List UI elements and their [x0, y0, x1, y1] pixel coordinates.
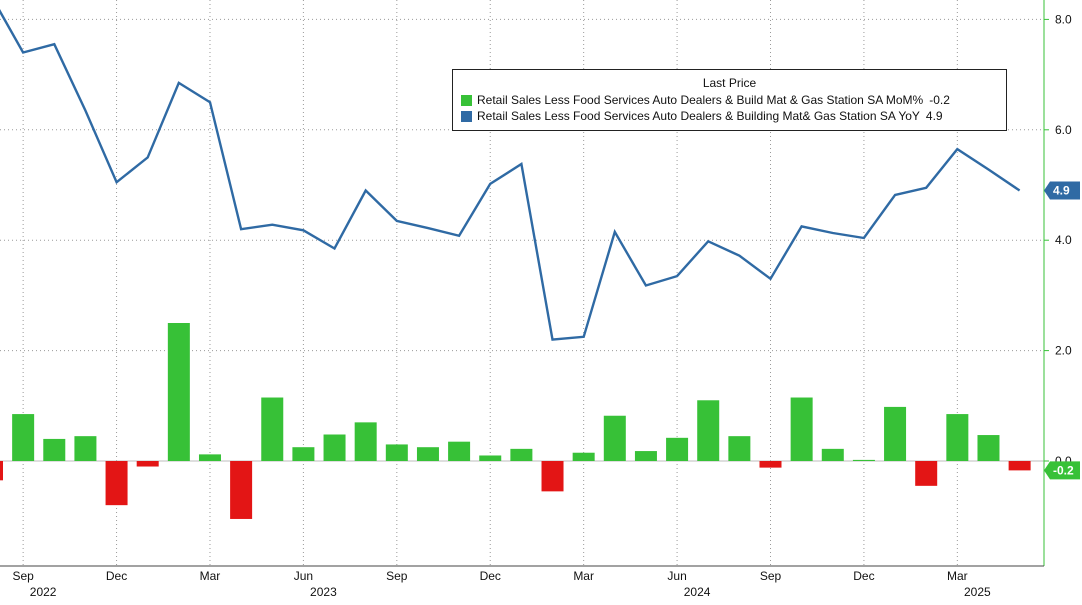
y-tick-label: 4.0: [1055, 233, 1072, 247]
bar: [915, 461, 938, 486]
bar: [821, 448, 844, 461]
legend-value-yoy: 4.9: [925, 109, 943, 123]
bar: [759, 461, 782, 468]
legend-label-mom: Retail Sales Less Food Services Auto Dea…: [477, 93, 924, 107]
legend-item-mom: Retail Sales Less Food Services Auto Dea…: [461, 92, 998, 108]
bar: [167, 323, 190, 461]
bar: [572, 452, 595, 461]
bar: [385, 444, 408, 461]
x-year-label: 2022: [30, 585, 57, 599]
bar: [603, 415, 626, 461]
bar: [230, 461, 253, 519]
x-tick-label: Mar: [200, 569, 221, 583]
x-tick-label: Jun: [667, 569, 686, 583]
bar: [946, 414, 969, 461]
x-tick-label: Dec: [106, 569, 127, 583]
bar: [697, 400, 720, 461]
x-tick-label: Mar: [947, 569, 968, 583]
x-tick-label: Dec: [853, 569, 874, 583]
bar: [136, 461, 159, 467]
bar: [728, 436, 751, 461]
bar: [0, 461, 3, 481]
bar: [666, 437, 689, 461]
bar: [354, 422, 377, 461]
legend-swatch-yoy: [461, 110, 472, 122]
bar: [198, 454, 221, 461]
bar: [1008, 461, 1031, 471]
legend: Last Price Retail Sales Less Food Servic…: [452, 69, 1007, 131]
legend-item-yoy: Retail Sales Less Food Services Auto Dea…: [461, 108, 998, 124]
yoy-value-tag-shape: [1044, 181, 1080, 200]
bar: [323, 434, 346, 461]
mom-value-tag-text: -0.2: [1053, 463, 1074, 477]
x-tick-label: Sep: [12, 569, 34, 583]
bar: [790, 397, 813, 461]
y-tick-label: 6.0: [1055, 123, 1072, 137]
bar: [634, 451, 657, 461]
yoy-value-tag-text: 4.9: [1053, 184, 1070, 198]
bar: [261, 397, 284, 461]
bar-series: [0, 323, 1031, 519]
x-tick-label: Mar: [573, 569, 594, 583]
bar: [416, 447, 439, 461]
x-tick-label: Sep: [386, 569, 408, 583]
x-tick-label: Dec: [480, 569, 501, 583]
yoy-line: [0, 9, 1021, 341]
bar: [510, 448, 533, 461]
legend-value-mom: -0.2: [929, 93, 950, 107]
legend-title: Last Price: [702, 76, 757, 90]
y-tick-label: 2.0: [1055, 344, 1072, 358]
mom-value-tag: -0.2: [1044, 461, 1080, 480]
y-tick-label: 8.0: [1055, 12, 1072, 26]
bar: [105, 461, 128, 506]
bar: [43, 438, 66, 461]
bar: [852, 459, 875, 461]
line-series: [0, 9, 1021, 341]
x-year-label: 2024: [684, 585, 711, 599]
bar: [541, 461, 564, 492]
legend-swatch-mom: [461, 94, 472, 106]
bar: [448, 441, 471, 461]
bar: [884, 406, 907, 461]
bar: [292, 447, 315, 461]
x-year-label: 2023: [310, 585, 337, 599]
bar: [74, 436, 97, 461]
x-year-label: 2025: [964, 585, 991, 599]
bar: [12, 414, 35, 461]
yoy-value-tag: 4.9: [1044, 181, 1080, 200]
legend-label-yoy: Retail Sales Less Food Services Auto Dea…: [477, 109, 920, 123]
bar: [977, 435, 1000, 461]
mom-value-tag-shape: [1044, 461, 1080, 480]
bar: [479, 455, 502, 461]
x-tick-label: Sep: [760, 569, 782, 583]
x-tick-label: Jun: [294, 569, 313, 583]
